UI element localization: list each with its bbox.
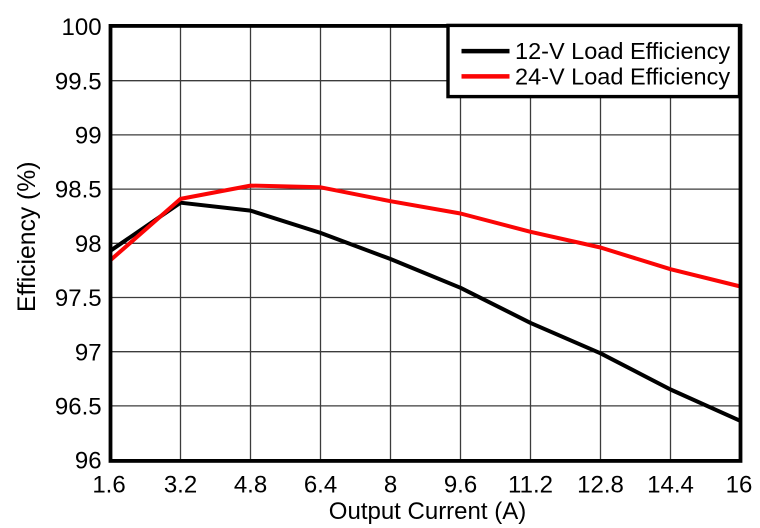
svg-text:12-V Load Efficiency: 12-V Load Efficiency xyxy=(515,38,730,64)
svg-text:6.4: 6.4 xyxy=(304,472,337,499)
svg-text:14.4: 14.4 xyxy=(647,472,694,499)
svg-text:4.8: 4.8 xyxy=(234,472,267,499)
svg-text:16: 16 xyxy=(726,472,753,499)
svg-text:Output Current (A): Output Current (A) xyxy=(329,498,526,525)
svg-text:99.5: 99.5 xyxy=(55,68,102,95)
svg-text:96.5: 96.5 xyxy=(55,394,102,421)
svg-text:8: 8 xyxy=(384,472,397,499)
svg-text:Efficiency (%): Efficiency (%) xyxy=(14,162,41,312)
svg-text:97.5: 97.5 xyxy=(55,285,102,312)
svg-text:98: 98 xyxy=(75,231,102,258)
svg-text:98.5: 98.5 xyxy=(55,177,102,204)
svg-text:97: 97 xyxy=(75,339,102,366)
svg-text:24-V Load Efficiency: 24-V Load Efficiency xyxy=(515,63,730,89)
svg-text:100: 100 xyxy=(62,14,102,41)
svg-text:99: 99 xyxy=(75,123,102,150)
svg-text:12.8: 12.8 xyxy=(577,472,624,499)
svg-text:3.2: 3.2 xyxy=(164,472,197,499)
svg-text:9.6: 9.6 xyxy=(444,472,477,499)
svg-text:96: 96 xyxy=(75,448,102,475)
svg-text:1.6: 1.6 xyxy=(92,472,125,499)
svg-text:11.2: 11.2 xyxy=(508,472,553,499)
